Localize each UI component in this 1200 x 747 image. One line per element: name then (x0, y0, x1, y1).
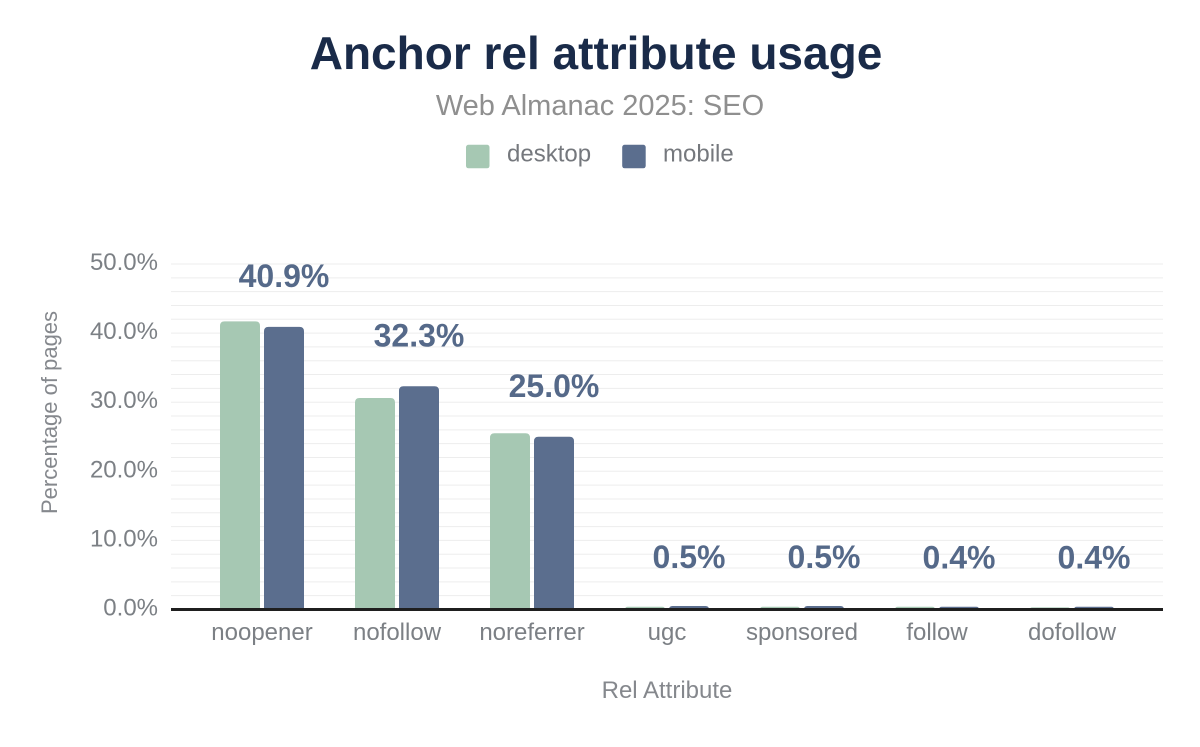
svg-text:Web Almanac 2025: SEO: Web Almanac 2025: SEO (436, 90, 764, 122)
svg-text:0.4%: 0.4% (923, 540, 996, 576)
svg-text:10.0%: 10.0% (90, 525, 158, 552)
svg-text:0.4%: 0.4% (1058, 540, 1131, 576)
svg-text:30.0%: 30.0% (90, 387, 158, 414)
svg-text:Rel Attribute: Rel Attribute (602, 677, 733, 704)
svg-text:ugc: ugc (648, 619, 687, 646)
svg-text:dofollow: dofollow (1028, 619, 1117, 646)
svg-text:0.0%: 0.0% (103, 595, 158, 622)
svg-text:noreferrer: noreferrer (479, 619, 584, 646)
svg-text:0.5%: 0.5% (653, 539, 726, 575)
svg-text:sponsored: sponsored (746, 619, 858, 646)
svg-text:desktop: desktop (507, 141, 591, 168)
svg-text:0.5%: 0.5% (788, 539, 861, 575)
svg-text:noopener: noopener (211, 619, 312, 646)
svg-text:20.0%: 20.0% (90, 456, 158, 483)
svg-text:25.0%: 25.0% (509, 368, 600, 404)
svg-text:Percentage of pages: Percentage of pages (37, 311, 62, 514)
svg-text:Anchor rel attribute usage: Anchor rel attribute usage (310, 27, 883, 79)
svg-text:50.0%: 50.0% (90, 249, 158, 276)
svg-text:mobile: mobile (663, 141, 734, 168)
svg-text:40.0%: 40.0% (90, 318, 158, 345)
svg-text:follow: follow (906, 619, 968, 646)
svg-text:32.3%: 32.3% (374, 317, 465, 353)
svg-text:nofollow: nofollow (353, 619, 442, 646)
svg-text:40.9%: 40.9% (239, 258, 330, 294)
